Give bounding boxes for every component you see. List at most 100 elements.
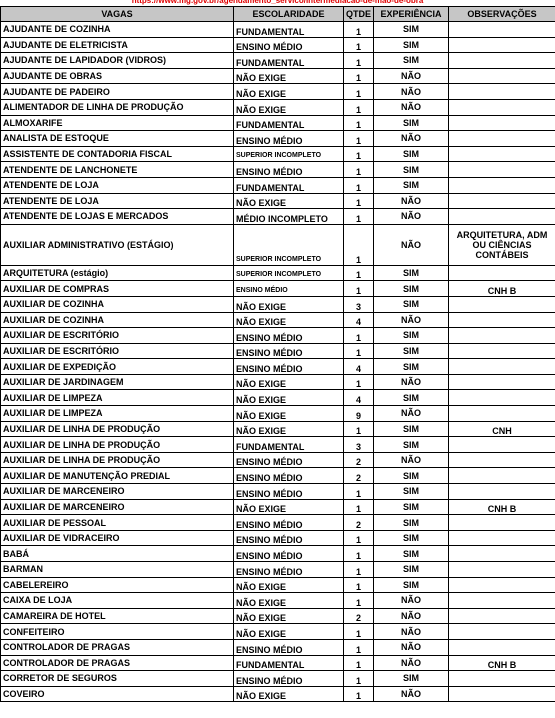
cell-escolaridade: ENSINO MÉDIO [233, 529, 344, 547]
cell-observacoes [448, 21, 555, 38]
table-row: AUXILIAR DE ESCRITÓRIO ENSINO MÉDIO 1 SIM [0, 327, 555, 344]
table-row: AJUDANTE DE LAPIDADOR (VIDROS) FUNDAMENTA… [0, 52, 555, 69]
cell-qtde: 1 [343, 623, 374, 640]
cell-vaga: BARMAN [0, 561, 234, 578]
cell-observacoes [448, 192, 555, 210]
column-header-observacoes: OBSERVAÇÕES [448, 6, 555, 22]
cell-escolaridade: NÃO EXIGE [233, 420, 344, 438]
cell-experiencia: SIM [373, 161, 449, 178]
table-row: CAMAREIRA DE HOTEL NÃO EXIGE 2 NÃO [0, 607, 555, 625]
table-row: AUXILIAR DE ESCRITÓRIO ENSINO MÉDIO 1 SIM [0, 342, 555, 360]
cell-vaga: AUXILIAR DE VIDRACEIRO [0, 529, 234, 547]
cell-observacoes [448, 176, 555, 194]
cell-observacoes [448, 327, 555, 344]
cell-escolaridade: NÃO EXIGE [233, 405, 344, 422]
cell-observacoes: CNH B [448, 280, 555, 297]
cell-escolaridade: ENSINO MÉDIO [233, 561, 344, 578]
cell-escolaridade: ENSINO MÉDIO [233, 36, 344, 54]
table-row: AUXILIAR DE MARCENEIRO ENSINO MÉDIO 1 SIM [0, 483, 555, 500]
cell-experiencia: NÃO [373, 192, 449, 210]
cell-experiencia: SIM [373, 21, 449, 38]
cell-observacoes [448, 576, 555, 594]
cell-escolaridade: ENSINO MÉDIO [233, 327, 344, 344]
cell-experiencia: NÃO [373, 405, 449, 422]
cell-experiencia: SIM [373, 561, 449, 578]
cell-observacoes [448, 114, 555, 132]
cell-qtde: 1 [343, 208, 374, 225]
cell-observacoes [448, 145, 555, 163]
cell-experiencia: NÃO [373, 592, 449, 609]
cell-qtde: 1 [343, 420, 374, 438]
cell-observacoes [448, 52, 555, 69]
cell-experiencia: NÃO [373, 607, 449, 625]
cell-experiencia: SIM [373, 467, 449, 485]
cell-vaga: ARQUITETURA (estágio) [0, 264, 234, 282]
cell-vaga: ATENDENTE DE LANCHONETE [0, 161, 234, 178]
cell-observacoes [448, 83, 555, 100]
table-row: AUXILIAR DE COZINHA NÃO EXIGE 3 SIM [0, 295, 555, 313]
cell-vaga: ANALISTA DE ESTOQUE [0, 130, 234, 147]
cell-experiencia: SIM [373, 389, 449, 407]
cell-qtde: 1 [343, 576, 374, 594]
cell-qtde: 9 [343, 405, 374, 422]
cell-observacoes [448, 638, 555, 656]
column-header-experiencia: EXPERIÊNCIA [373, 6, 449, 22]
cell-observacoes [448, 451, 555, 469]
cell-observacoes: CNH B [448, 654, 555, 672]
cell-experiencia: SIM [373, 176, 449, 194]
header-row: VAGAS ESCOLARIDADE QTDE EXPERIÊNCIA OBSE… [0, 6, 555, 22]
cell-observacoes [448, 264, 555, 282]
cell-vaga: AUXILIAR DE MANUTENÇÃO PREDIAL [0, 467, 234, 485]
table-row: ALMOXARIFE FUNDAMENTAL 1 SIM [0, 114, 555, 132]
cell-escolaridade: ENSINO MÉDIO [233, 514, 344, 531]
table-row: AUXILIAR DE JARDINAGEM NÃO EXIGE 1 NÃO [0, 373, 555, 391]
cell-vaga: AUXILIAR DE LINHA DE PRODUÇÃO [0, 420, 234, 438]
cell-escolaridade: NÃO EXIGE [233, 295, 344, 313]
cell-experiencia: SIM [373, 280, 449, 297]
cell-observacoes [448, 607, 555, 625]
cell-observacoes: ARQUITETURA, ADM OU CIÊNCIAS CONTÁBEIS [448, 223, 555, 266]
cell-experiencia: SIM [373, 576, 449, 594]
cell-vaga: AUXILIAR DE LIMPEZA [0, 405, 234, 422]
cell-observacoes [448, 514, 555, 531]
cell-observacoes: CNH B [448, 498, 555, 516]
cell-escolaridade: NÃO EXIGE [233, 83, 344, 100]
cell-vaga: CAMAREIRA DE HOTEL [0, 607, 234, 625]
table-row: ATENDENTE DE LOJA FUNDAMENTAL 1 SIM [0, 176, 555, 194]
cell-observacoes [448, 373, 555, 391]
cell-escolaridade: NÃO EXIGE [233, 623, 344, 640]
cell-experiencia: SIM [373, 483, 449, 500]
cell-escolaridade: ENSINO MÉDIO [233, 342, 344, 360]
cell-experiencia: SIM [373, 295, 449, 313]
cell-escolaridade: ENSINO MÉDIO [233, 451, 344, 469]
cell-observacoes [448, 161, 555, 178]
cell-experiencia: NÃO [373, 98, 449, 116]
table-row: AUXILIAR ADMINISTRATIVO (ESTÁGIO) SUPERIO… [0, 223, 555, 266]
cell-escolaridade: SUPERIOR INCOMPLETO [233, 223, 344, 266]
table-row: AJUDANTE DE ELETRICISTA ENSINO MÉDIO 1 SIM [0, 36, 555, 54]
cell-vaga: AJUDANTE DE ELETRICISTA [0, 36, 234, 54]
cell-escolaridade: ENSINO MÉDIO [233, 358, 344, 375]
table-row: COVEIRO NÃO EXIGE 1 NÃO [0, 685, 555, 703]
table-row: AUXILIAR DE LINHA DE PRODUÇÃO NÃO EXIGE 1 S… [0, 420, 555, 438]
table-row: AJUDANTE DE PADEIRO NÃO EXIGE 1 NÃO [0, 83, 555, 100]
cell-vaga: AUXILIAR DE MARCENEIRO [0, 483, 234, 500]
job-vacancies-table: VAGAS ESCOLARIDADE QTDE EXPERIÊNCIA OBSE… [0, 6, 555, 703]
cell-observacoes [448, 545, 555, 562]
cell-qtde: 1 [343, 21, 374, 38]
cell-escolaridade: FUNDAMENTAL [233, 114, 344, 132]
cell-escolaridade: ENSINO MÉDIO [233, 638, 344, 656]
source-url[interactable]: https://www.mg.gov.br/agendamento_servic… [131, 0, 424, 5]
cell-escolaridade: FUNDAMENTAL [233, 21, 344, 38]
cell-observacoes [448, 685, 555, 703]
cell-experiencia: NÃO [373, 223, 449, 266]
cell-escolaridade: NÃO EXIGE [233, 373, 344, 391]
cell-vaga: BABÁ [0, 545, 234, 562]
cell-observacoes [448, 311, 555, 329]
cell-vaga: AUXILIAR DE JARDINAGEM [0, 373, 234, 391]
cell-experiencia: NÃO [373, 83, 449, 100]
table-row: CABELEREIRO NÃO EXIGE 1 SIM [0, 576, 555, 594]
cell-experiencia: SIM [373, 545, 449, 562]
cell-experiencia: SIM [373, 342, 449, 360]
table-row: BARMAN ENSINO MÉDIO 1 SIM [0, 561, 555, 578]
